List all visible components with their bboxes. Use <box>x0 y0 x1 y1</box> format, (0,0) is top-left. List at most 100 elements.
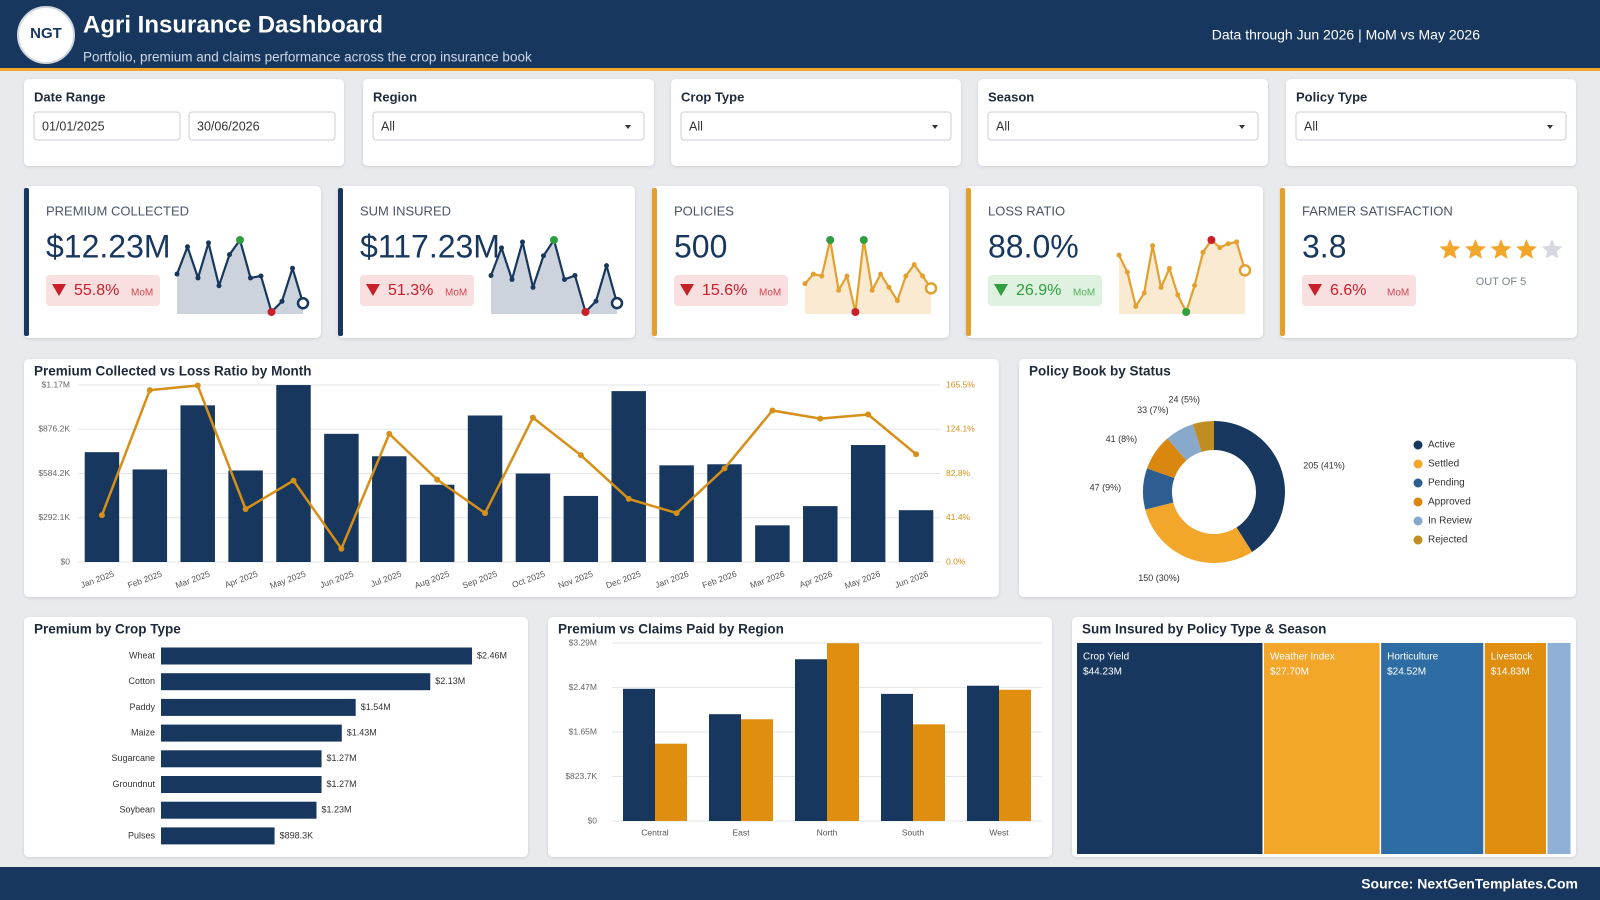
bar <box>913 724 945 821</box>
rating-star <box>1465 239 1486 259</box>
dropdown[interactable] <box>680 111 952 141</box>
category-label: Wheat <box>129 650 156 660</box>
bar <box>795 659 827 821</box>
date-input[interactable] <box>33 111 181 141</box>
donut-slice <box>1143 468 1175 510</box>
sparkline-point <box>279 298 285 304</box>
kpi-change: 26.9% <box>1016 282 1061 299</box>
category-label: Groundnut <box>112 779 155 789</box>
bar <box>827 643 859 821</box>
rating-star <box>1439 239 1461 259</box>
header-accent <box>0 68 1600 71</box>
dropdown[interactable] <box>1295 111 1567 141</box>
y-tick-label: $1.17M <box>42 379 70 389</box>
y-tick-label: $3.29M <box>569 637 597 647</box>
sparkline-point <box>844 273 850 279</box>
treemap-tile <box>1547 643 1571 854</box>
filter-label: Crop Type <box>681 89 744 104</box>
sparkline-point <box>174 271 180 277</box>
y2-tick-label: 82.8% <box>946 468 971 478</box>
card <box>1019 359 1576 597</box>
data-label: 150 (30%) <box>1138 573 1180 583</box>
data-label: $1.27M <box>327 753 357 763</box>
donut-slice <box>1167 424 1202 461</box>
sparkline-point <box>886 284 892 290</box>
treemap-tile <box>1381 643 1484 854</box>
sparkline <box>804 238 932 314</box>
bar <box>999 689 1031 821</box>
sparkline-point <box>859 236 868 244</box>
dropdown-caret <box>625 125 631 129</box>
bar <box>161 724 342 742</box>
logo <box>17 6 75 64</box>
legend-swatch <box>1413 440 1423 450</box>
line-point <box>386 430 393 437</box>
bar <box>161 776 322 793</box>
source: Source: NextGenTemplates.Com <box>1361 876 1578 892</box>
sparkline-point <box>236 236 244 244</box>
sparkline-point <box>810 271 816 277</box>
kpi-change-note: MoM <box>131 288 153 299</box>
bar <box>419 484 455 562</box>
donut-slice <box>1192 421 1214 452</box>
chart-title: Policy Book by Status <box>1029 364 1171 379</box>
bar <box>655 743 687 821</box>
date-value: 01/01/2025 <box>42 119 105 133</box>
kpi-change: 6.6% <box>1330 282 1366 299</box>
sparkline-point <box>1207 236 1216 244</box>
date-input[interactable] <box>188 111 336 141</box>
x-tick-label: North <box>817 827 838 837</box>
data-label: 205 (41%) <box>1303 460 1345 470</box>
category-label: Pulses <box>128 830 156 840</box>
sparkline-point <box>581 308 590 316</box>
data-label: $898.3K <box>280 830 314 840</box>
dropdown-value: All <box>996 119 1010 133</box>
data-label: $2.46M <box>477 650 507 660</box>
dropdown[interactable] <box>987 111 1259 141</box>
bar <box>967 685 999 821</box>
y2-tick-label: 165.5% <box>946 379 975 389</box>
title: Agri Insurance Dashboard <box>83 11 383 38</box>
kpi-change-arrow <box>1308 284 1322 296</box>
sparkline-point <box>1182 308 1191 316</box>
donut-slice <box>1145 502 1253 563</box>
treemap-tile <box>1263 643 1380 854</box>
bar <box>611 391 646 562</box>
rating-star <box>1490 239 1512 259</box>
dropdown-value: All <box>689 119 703 133</box>
sparkline-point <box>1225 241 1231 247</box>
dropdown[interactable] <box>372 111 645 141</box>
kpi-change: 15.6% <box>702 282 747 299</box>
filter-label: Date Range <box>34 89 106 104</box>
bar <box>803 506 838 562</box>
sparkline-point <box>1150 243 1156 249</box>
category-label: Paddy <box>129 702 155 712</box>
kpi-label: LOSS RATIO <box>988 203 1065 218</box>
line-point <box>769 407 776 414</box>
filter-label: Season <box>988 89 1034 104</box>
chart-title: Premium Collected vs Loss Ratio by Month <box>34 364 312 379</box>
legend-label: Pending <box>1428 478 1465 489</box>
sparkline-point <box>216 283 222 289</box>
filter-label: Policy Type <box>1296 89 1367 104</box>
sparkline-point <box>604 263 609 269</box>
tile-label: Crop Yield <box>1083 652 1129 663</box>
bar <box>755 525 790 562</box>
bar <box>161 801 317 819</box>
kpi-change-note: MoM <box>1387 288 1409 299</box>
treemap-tile <box>1077 643 1263 854</box>
card <box>24 79 344 166</box>
legend-swatch <box>1413 459 1423 469</box>
sparkline <box>1118 238 1247 314</box>
sparkline-point <box>541 253 546 259</box>
bar <box>132 469 168 562</box>
kpi-change-note: MoM <box>445 288 467 299</box>
legend-label: In Review <box>1428 516 1473 527</box>
legend-swatch <box>1413 497 1423 507</box>
sparkline-point <box>869 287 875 293</box>
logo-text: NGT <box>30 25 62 42</box>
header-bar <box>0 0 1600 68</box>
line-point <box>721 465 728 472</box>
sparkline-point <box>248 275 253 281</box>
